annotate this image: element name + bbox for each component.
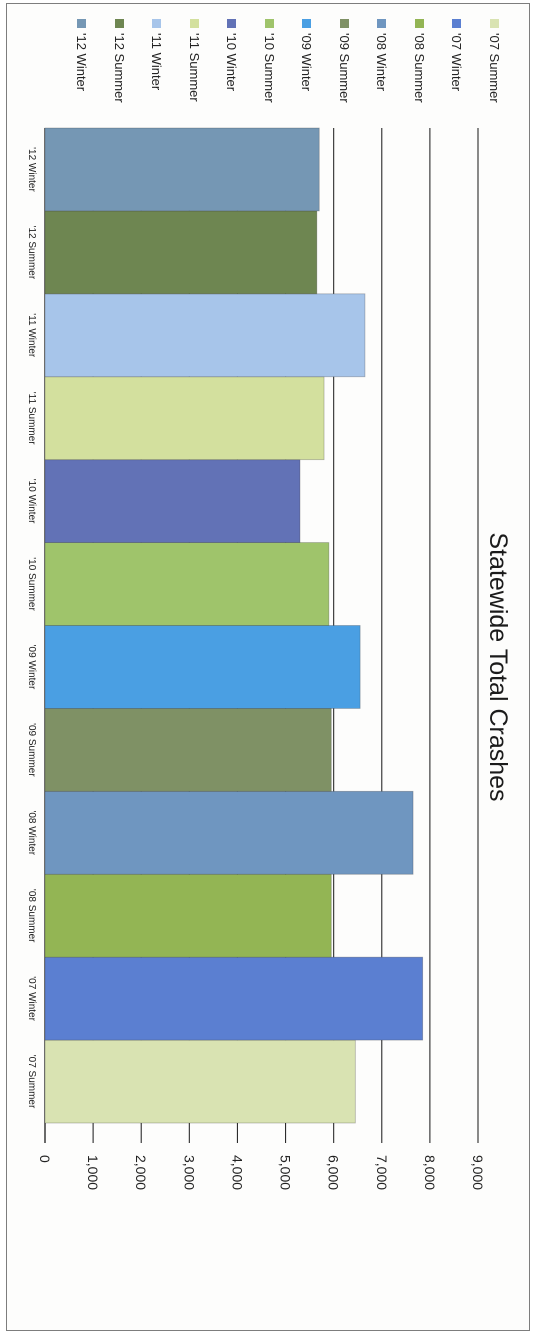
legend-item: '08 Winter	[374, 19, 390, 139]
x-tick-label: '07 Summer	[26, 1055, 37, 1109]
legend-label: '08 Winter	[374, 33, 390, 92]
bar	[44, 956, 424, 1041]
bar	[44, 708, 332, 792]
y-tick-label: 2,000	[133, 1155, 149, 1190]
y-tick-label: 4,000	[229, 1155, 245, 1190]
bar	[44, 873, 332, 958]
legend-label: '12 Winter	[74, 33, 90, 92]
y-tick-label: 3,000	[181, 1155, 197, 1190]
legend-swatch	[339, 19, 349, 28]
legend-label: '12 Summer	[112, 33, 127, 103]
x-tick-label: '07 Winter	[26, 976, 37, 1021]
chart-landscape: Statewide Total Crashes 0 1,000 2,000 3,000…	[6, 3, 530, 1331]
legend-label: '09 Summer	[337, 33, 352, 103]
legend-item: '09 Summer	[336, 19, 352, 139]
x-tick-label: '08 Summer	[26, 889, 37, 943]
y-tick-label: 8,000	[422, 1155, 438, 1190]
bar	[44, 790, 414, 875]
legend-swatch	[77, 19, 87, 28]
legend-label: '10 Winter	[224, 33, 240, 92]
x-tick-label: '12 Summer	[26, 226, 37, 280]
x-tick-label: '10 Winter	[26, 479, 37, 524]
legend-item: '07 Summer	[486, 19, 502, 139]
x-tick-label: '09 Winter	[26, 645, 37, 690]
legend-swatch	[152, 19, 162, 28]
legend-item: '11 Winter	[149, 19, 165, 139]
x-tick-label: '10 Summer	[26, 557, 37, 611]
bar	[44, 459, 301, 543]
chart-legend: '07 Summer '07 Winter '08 Summer '08 Winter…	[6, 19, 530, 159]
legend-label: '11 Summer	[187, 33, 202, 102]
legend-item: '10 Summer	[261, 19, 277, 139]
legend-label: '11 Winter	[149, 33, 165, 91]
bar	[44, 293, 366, 378]
bar	[44, 1039, 356, 1124]
legend-item: '12 Summer	[111, 19, 127, 139]
x-tick-label: '09 Summer	[26, 723, 37, 777]
x-tick-label: '08 Winter	[26, 810, 37, 855]
legend-item: '09 Winter	[299, 19, 315, 139]
legend-swatch	[452, 19, 462, 28]
bar	[44, 376, 325, 461]
y-tick-label: 9,000	[470, 1155, 486, 1190]
x-tick-label: '11 Summer	[26, 392, 37, 446]
legend-item: '08 Summer	[411, 19, 427, 139]
legend-label: '07 Winter	[449, 33, 465, 92]
legend-swatch	[264, 19, 274, 28]
legend-item: '07 Winter	[449, 19, 465, 139]
legend-item: '10 Winter	[224, 19, 240, 139]
y-tick-label: 1,000	[85, 1155, 101, 1190]
legend-item: '12 Winter	[74, 19, 90, 139]
y-tick-label: 5,000	[278, 1155, 294, 1190]
legend-swatch	[302, 19, 312, 28]
bar	[44, 127, 320, 212]
y-tick-label: 6,000	[326, 1155, 342, 1190]
legend-swatch	[227, 19, 237, 28]
legend-swatch	[377, 19, 387, 28]
legend-label: '09 Winter	[299, 33, 315, 92]
chart-stage: Statewide Total Crashes 0 1,000 2,000 3,000…	[6, 3, 530, 1331]
x-tick-label: '11 Winter	[26, 313, 37, 358]
bar	[44, 210, 318, 295]
bar	[44, 542, 330, 626]
bar-chart: 0 1,000 2,000 3,000 4,000 5,000 6,000 7,000 8,00…	[26, 127, 486, 1190]
legend-label: '07 Summer	[487, 33, 502, 103]
y-tick-label: 0	[37, 1155, 53, 1163]
legend-swatch	[189, 19, 199, 28]
bar	[44, 625, 361, 709]
legend-swatch	[414, 19, 424, 28]
y-tick-label: 7,000	[374, 1155, 390, 1190]
legend-item: '11 Summer	[186, 19, 202, 139]
legend-swatch	[114, 19, 124, 28]
legend-label: '10 Summer	[262, 33, 277, 103]
legend-swatch	[489, 19, 499, 28]
x-tick-label: '12 Winter	[26, 147, 37, 192]
legend-label: '08 Summer	[412, 33, 427, 103]
